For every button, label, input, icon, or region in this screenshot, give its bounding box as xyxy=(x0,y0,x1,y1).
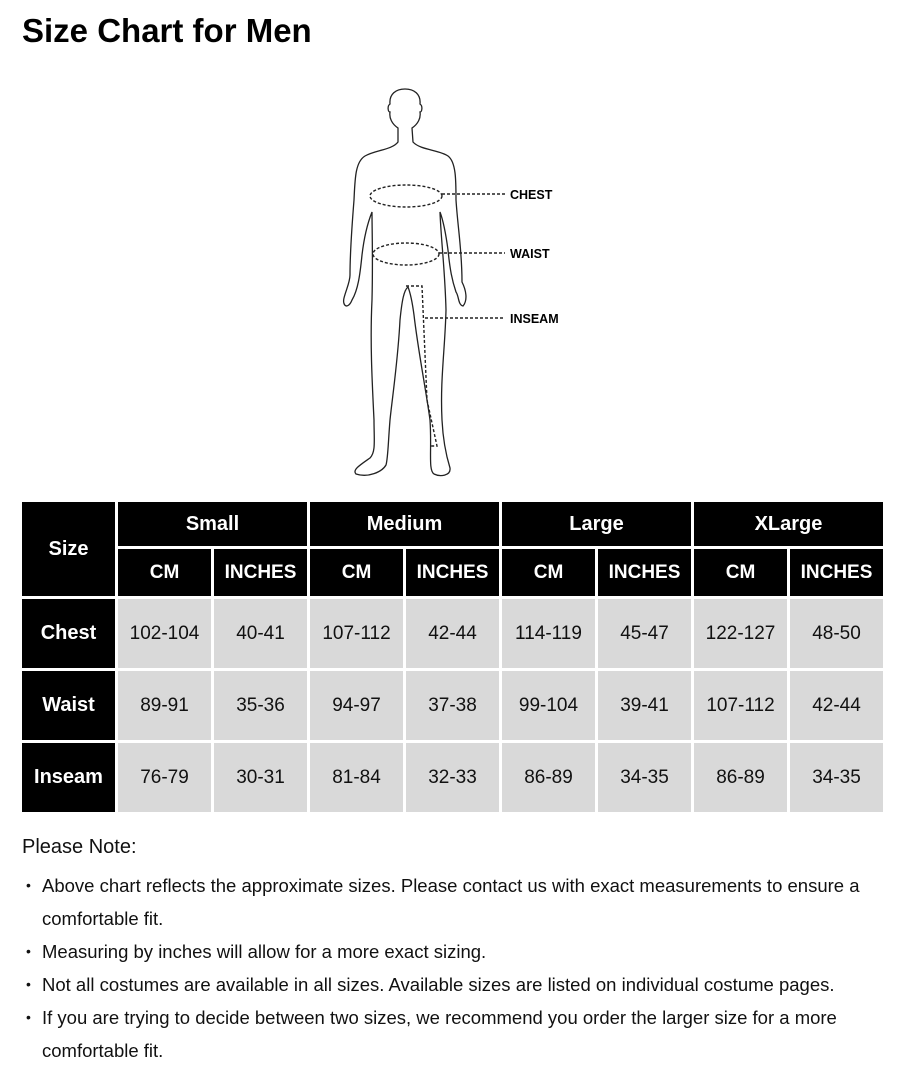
table-cell: 39-41 xyxy=(598,671,691,740)
table-cell: 48-50 xyxy=(790,599,883,668)
note-item: If you are trying to decide between two … xyxy=(22,1001,892,1067)
table-cell: 86-89 xyxy=(694,743,787,812)
table-cell: 42-44 xyxy=(790,671,883,740)
body-outline xyxy=(342,88,467,477)
table-cell: 34-35 xyxy=(598,743,691,812)
size-table: Size Small Medium Large XLarge CM INCHES C… xyxy=(19,499,886,815)
note-item: Not all costumes are available in all si… xyxy=(22,968,892,1001)
table-cell: 40-41 xyxy=(214,599,307,668)
waist-measure-loop xyxy=(372,242,440,266)
body-measurement-figure: CHEST WAIST INSEAM xyxy=(342,88,559,477)
inseam-label: INSEAM xyxy=(510,312,559,326)
table-cell: 35-36 xyxy=(214,671,307,740)
unit-inches-header: INCHES xyxy=(214,549,307,596)
table-cell: 76-79 xyxy=(118,743,211,812)
group-small: Small xyxy=(118,502,307,546)
table-cell: 122-127 xyxy=(694,599,787,668)
unit-inches-header: INCHES xyxy=(790,549,883,596)
table-cell: 42-44 xyxy=(406,599,499,668)
notes-title: Please Note: xyxy=(22,836,137,858)
row-label: Chest xyxy=(22,599,115,668)
size-header: Size xyxy=(22,502,115,596)
table-cell: 102-104 xyxy=(118,599,211,668)
row-label: Waist xyxy=(22,671,115,740)
note-item: Above chart reflects the approximate siz… xyxy=(22,869,892,935)
note-item: Measuring by inches will allow for a mor… xyxy=(22,935,892,968)
table-cell: 107-112 xyxy=(694,671,787,740)
page-title: Size Chart for Men xyxy=(22,12,312,49)
table-cell: 114-119 xyxy=(502,599,595,668)
row-label: Inseam xyxy=(22,743,115,812)
inseam-measure-line xyxy=(406,285,438,447)
table-cell: 30-31 xyxy=(214,743,307,812)
table-cell: 107-112 xyxy=(310,599,403,668)
group-xlarge: XLarge xyxy=(694,502,883,546)
table-cell: 45-47 xyxy=(598,599,691,668)
table-cell: 32-33 xyxy=(406,743,499,812)
table-cell: 94-97 xyxy=(310,671,403,740)
table-row: Inseam 76-79 30-31 81-84 32-33 86-89 34-35 86-8… xyxy=(22,743,883,812)
chest-label: CHEST xyxy=(510,188,553,202)
waist-label: WAIST xyxy=(510,247,550,261)
unit-cm-header: CM xyxy=(310,549,403,596)
group-medium: Medium xyxy=(310,502,499,546)
table-cell: 99-104 xyxy=(502,671,595,740)
table-cell: 37-38 xyxy=(406,671,499,740)
table-cell: 81-84 xyxy=(310,743,403,812)
notes-section: Please Note: Above chart reflects the ap… xyxy=(22,836,892,1067)
unit-cm-header: CM xyxy=(118,549,211,596)
unit-cm-header: CM xyxy=(502,549,595,596)
unit-inches-header: INCHES xyxy=(598,549,691,596)
group-large: Large xyxy=(502,502,691,546)
table-row: Chest 102-104 40-41 107-112 42-44 114-119 45-4… xyxy=(22,599,883,668)
table-cell: 34-35 xyxy=(790,743,883,812)
unit-cm-header: CM xyxy=(694,549,787,596)
table-cell: 89-91 xyxy=(118,671,211,740)
chest-measure-loop xyxy=(369,184,443,208)
unit-inches-header: INCHES xyxy=(406,549,499,596)
table-cell: 86-89 xyxy=(502,743,595,812)
table-row: Waist 89-91 35-36 94-97 37-38 99-104 39-41 107-… xyxy=(22,671,883,740)
